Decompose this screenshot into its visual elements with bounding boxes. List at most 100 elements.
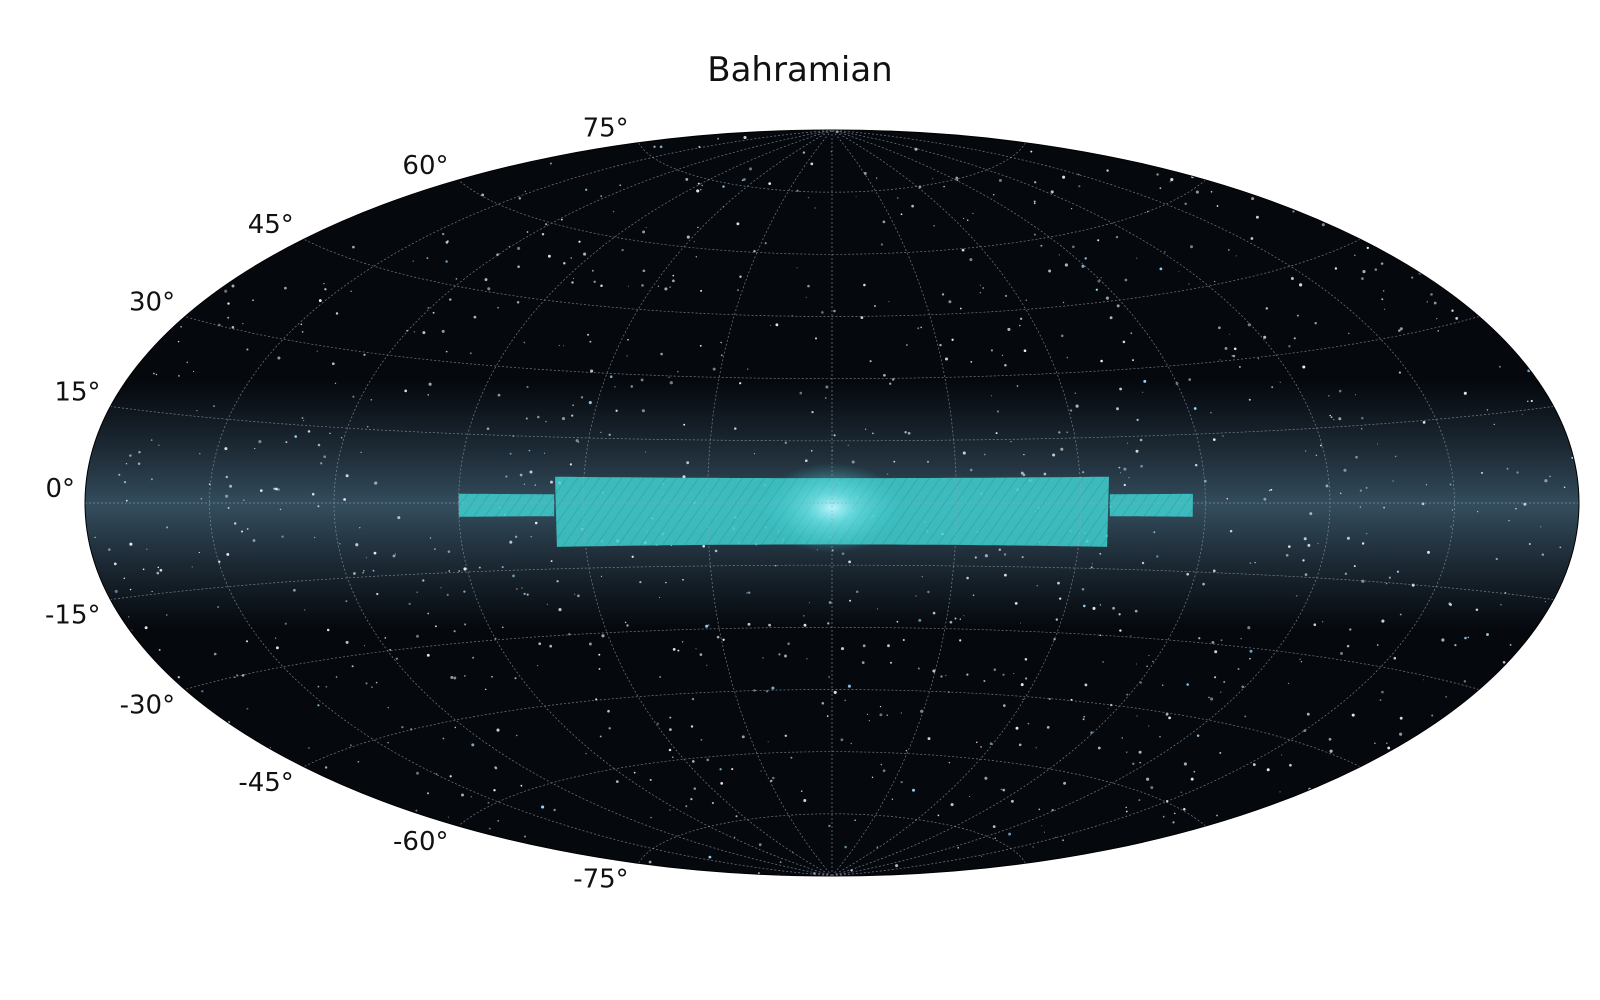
star <box>324 766 328 769</box>
star <box>945 674 947 677</box>
star <box>302 419 305 422</box>
star <box>448 570 451 572</box>
latitude-label: 0° <box>45 474 75 504</box>
star <box>339 543 341 545</box>
star <box>441 329 445 333</box>
star <box>681 641 684 643</box>
star <box>1527 400 1529 402</box>
star <box>585 752 587 755</box>
star <box>949 620 953 624</box>
star <box>1433 301 1437 305</box>
star <box>796 267 798 269</box>
star <box>317 685 320 688</box>
star <box>563 345 565 347</box>
star <box>753 249 756 253</box>
star <box>1495 557 1498 561</box>
star <box>656 722 659 725</box>
star <box>1240 181 1243 184</box>
star <box>224 289 228 293</box>
star <box>1365 814 1368 817</box>
star <box>1097 279 1101 283</box>
star <box>1153 531 1156 534</box>
star <box>814 207 816 209</box>
star <box>442 737 445 740</box>
star <box>1299 658 1301 661</box>
star <box>734 427 737 430</box>
star <box>123 577 126 579</box>
star <box>124 627 128 630</box>
star <box>252 299 254 302</box>
star <box>690 725 694 728</box>
star <box>336 183 339 186</box>
star <box>133 752 136 755</box>
star <box>1000 788 1002 791</box>
star <box>1332 207 1334 209</box>
star <box>1168 716 1171 720</box>
star <box>1238 823 1240 826</box>
star <box>1180 791 1182 793</box>
star <box>855 590 859 593</box>
star <box>1251 197 1255 201</box>
star <box>1092 606 1096 610</box>
star <box>231 326 235 329</box>
star <box>1144 869 1148 872</box>
star <box>479 883 482 886</box>
star <box>213 405 215 407</box>
star <box>939 343 942 347</box>
star <box>1472 737 1474 740</box>
star <box>696 189 700 193</box>
star <box>1493 423 1495 425</box>
star <box>821 311 824 314</box>
star <box>1467 636 1470 639</box>
star <box>981 855 983 857</box>
star <box>974 556 977 559</box>
star <box>1263 497 1267 501</box>
star <box>1306 712 1310 716</box>
star <box>583 252 587 256</box>
star <box>706 758 710 762</box>
star <box>705 624 709 628</box>
star <box>450 676 454 679</box>
star <box>1408 762 1410 765</box>
star <box>293 588 296 592</box>
star <box>286 865 289 868</box>
star <box>501 626 504 629</box>
star <box>317 505 320 508</box>
star <box>526 385 529 389</box>
star <box>1198 637 1201 640</box>
star <box>416 591 418 593</box>
star <box>1002 673 1005 676</box>
star <box>1139 681 1142 684</box>
star <box>1023 349 1027 353</box>
star <box>102 171 105 174</box>
star <box>805 296 807 298</box>
star <box>1316 189 1320 192</box>
star <box>966 576 969 580</box>
star <box>545 223 548 226</box>
star <box>92 583 96 587</box>
star <box>1148 654 1150 657</box>
star <box>644 451 647 453</box>
star <box>1099 604 1102 606</box>
star <box>578 240 581 243</box>
star <box>1188 283 1190 285</box>
star <box>1473 714 1477 718</box>
star <box>1052 867 1055 870</box>
star <box>225 475 229 479</box>
star <box>1285 553 1289 557</box>
star <box>562 852 565 855</box>
star <box>1470 125 1471 126</box>
star <box>1003 553 1007 556</box>
star <box>1320 444 1322 447</box>
star <box>1330 416 1333 419</box>
star <box>691 760 695 763</box>
star <box>1464 636 1467 640</box>
star <box>1077 173 1080 176</box>
star <box>1544 479 1548 483</box>
star <box>841 552 845 556</box>
star <box>217 606 220 608</box>
star <box>1035 747 1037 749</box>
star <box>1406 772 1409 775</box>
star <box>323 282 325 285</box>
star <box>900 213 903 216</box>
